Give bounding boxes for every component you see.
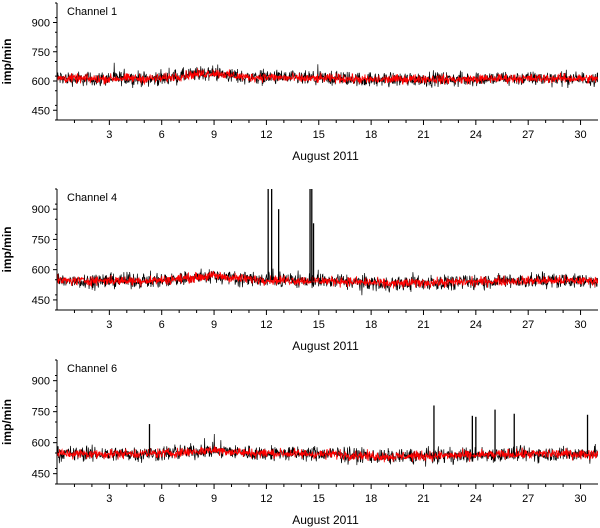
series-red-line — [57, 270, 598, 289]
x-tick-label: 21 — [417, 129, 429, 141]
y-tick-label: 900 — [32, 18, 50, 30]
channel-label: Channel 1 — [67, 6, 117, 18]
channel-label: Channel 6 — [67, 363, 117, 375]
x-tick-label: 21 — [417, 319, 429, 331]
y-axis-title: imp/min — [0, 38, 14, 84]
y-tick-label: 600 — [32, 438, 50, 450]
x-axis-title: August 2011 — [292, 513, 359, 527]
x-tick-label: 24 — [470, 129, 482, 141]
y-tick-label: 900 — [32, 204, 50, 216]
x-axis-title: August 2011 — [292, 339, 359, 353]
x-tick-label: 6 — [159, 129, 165, 141]
x-tick-label: 15 — [313, 493, 325, 505]
x-tick-label: 3 — [106, 319, 112, 331]
chart-panel-3: 450 600 750 900 3 6 9 12 15 18 21 24 27 30 Channel 6 Au… — [0, 359, 598, 527]
y-tick-label: 900 — [32, 376, 50, 388]
y-tick-label: 450 — [32, 469, 50, 481]
x-tick-label: 21 — [417, 493, 429, 505]
y-tick-label: 450 — [32, 105, 50, 117]
x-tick-label: 27 — [522, 493, 534, 505]
x-tick-label: 9 — [211, 493, 217, 505]
y-tick-label: 750 — [32, 47, 50, 59]
x-tick-label: 18 — [365, 493, 377, 505]
y-tick-label: 600 — [32, 76, 50, 88]
series-red-line — [57, 445, 598, 463]
x-tick-label: 9 — [211, 319, 217, 331]
x-axis-title: August 2011 — [292, 149, 359, 163]
x-tick-label: 6 — [159, 493, 165, 505]
y-tick-label: 750 — [32, 234, 50, 246]
y-tick-label: 450 — [32, 295, 50, 307]
x-tick-label: 12 — [260, 493, 272, 505]
y-tick-label: 750 — [32, 407, 50, 419]
chart-panel-1: 450 600 750 900 3 6 9 12 15 18 21 24 27 30 Channel 1 Au… — [0, 2, 598, 163]
x-tick-label: 15 — [313, 319, 325, 331]
x-tick-label: 12 — [260, 319, 272, 331]
x-tick-label: 24 — [470, 319, 482, 331]
series-red-line — [57, 68, 598, 86]
x-tick-label: 18 — [365, 319, 377, 331]
x-tick-label: 3 — [106, 493, 112, 505]
x-tick-label: 18 — [365, 129, 377, 141]
x-tick-label: 15 — [313, 129, 325, 141]
x-tick-label: 30 — [574, 493, 586, 505]
channel-label: Channel 4 — [67, 192, 117, 204]
y-axis-title: imp/min — [0, 226, 14, 272]
x-tick-label: 6 — [159, 319, 165, 331]
x-tick-label: 12 — [260, 129, 272, 141]
y-tick-label: 600 — [32, 265, 50, 277]
y-axis-title: imp/min — [0, 399, 14, 445]
x-tick-label: 3 — [106, 129, 112, 141]
x-tick-label: 30 — [574, 319, 586, 331]
x-tick-label: 30 — [574, 129, 586, 141]
x-tick-label: 27 — [522, 319, 534, 331]
x-tick-label: 24 — [470, 493, 482, 505]
chart-panel-2: 450 600 750 900 3 6 9 12 15 18 21 24 27 30 Channel 4 Au… — [0, 188, 598, 353]
x-tick-label: 9 — [211, 129, 217, 141]
x-tick-label: 27 — [522, 129, 534, 141]
